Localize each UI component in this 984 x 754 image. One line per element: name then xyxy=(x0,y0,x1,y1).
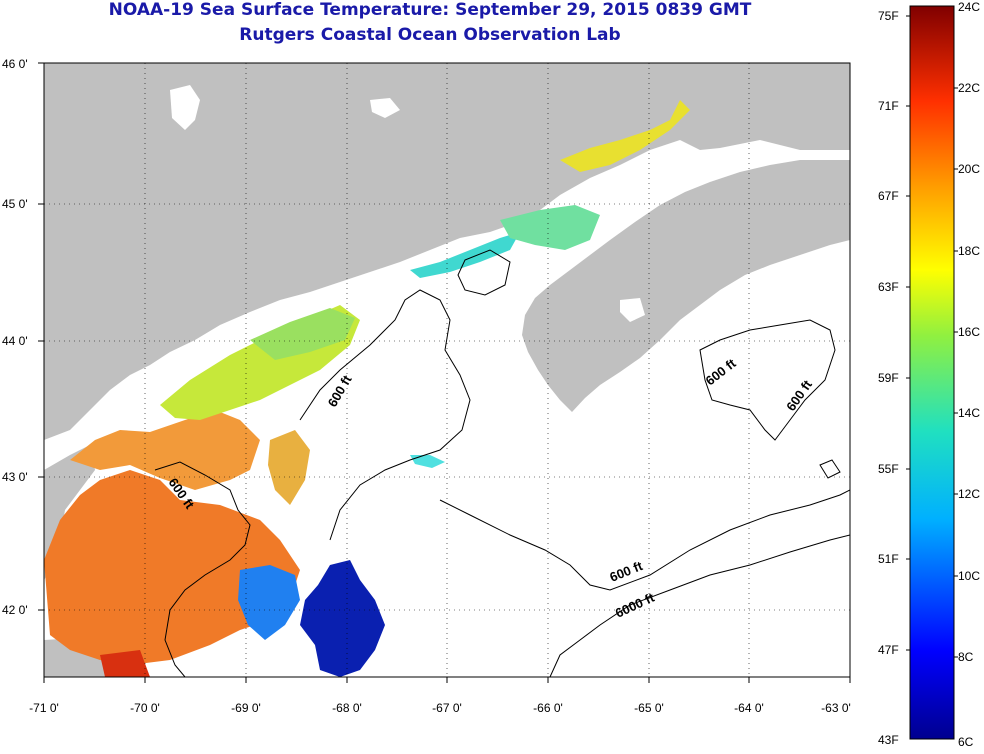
sst-mid-patch xyxy=(268,430,310,505)
lake xyxy=(620,298,645,322)
colorbar-c-label: 22C xyxy=(958,81,981,95)
sst-green-bay xyxy=(500,205,600,250)
colorbar-c-label: 18C xyxy=(958,244,981,258)
sst-blue-patch xyxy=(238,565,300,640)
lon-tick: -65 0' xyxy=(634,701,664,715)
colorbar-c-label: 24C xyxy=(958,0,981,14)
lat-tick: 45 0' xyxy=(2,197,28,211)
colorbar-f-label: 71F xyxy=(878,99,899,113)
colorbar-f-label: 67F xyxy=(878,189,899,203)
lon-tick: -71 0' xyxy=(29,701,59,715)
colorbar-c-label: 14C xyxy=(958,406,981,420)
lon-tick: -63 0' xyxy=(821,701,851,715)
lat-tick: 42 0' xyxy=(2,603,28,617)
lon-tick: -66 0' xyxy=(533,701,563,715)
colorbar-f-label: 43F xyxy=(878,733,899,747)
sst-warm-patch xyxy=(44,470,300,665)
colorbar-ticks xyxy=(906,15,958,658)
map-subtitle: Rutgers Coastal Ocean Observation Lab xyxy=(239,25,621,45)
colorbar xyxy=(909,5,955,740)
colorbar-f-label: 55F xyxy=(878,462,899,476)
sst-red-patch xyxy=(100,650,150,677)
sst-cyan-small xyxy=(410,455,445,468)
colorbar-f-label: 63F xyxy=(878,280,899,294)
land-mainland xyxy=(44,63,850,440)
colorbar-c-label: 20C xyxy=(958,162,981,176)
sst-warm-patch-2 xyxy=(70,410,260,490)
lat-tick: 46 0' xyxy=(2,57,28,71)
colorbar-f-label: 59F xyxy=(878,371,899,385)
colorbar-f-label: 75F xyxy=(878,9,899,23)
border-ticks xyxy=(38,62,851,683)
colorbar-f-label: 51F xyxy=(878,552,899,566)
colorbar-f-label: 47F xyxy=(878,643,899,657)
lon-tick: -68 0' xyxy=(332,701,362,715)
lake xyxy=(170,85,200,130)
lon-tick: -64 0' xyxy=(734,701,764,715)
lon-tick: -69 0' xyxy=(231,701,261,715)
colorbar-c-label: 10C xyxy=(958,569,981,583)
map-title: NOAA-19 Sea Surface Temperature: Septemb… xyxy=(108,0,752,20)
sst-yellow-bay xyxy=(560,100,690,172)
colorbar-c-label: 8C xyxy=(958,650,974,664)
lat-tick: 43 0' xyxy=(2,470,28,484)
sst-cyan-patch xyxy=(410,232,520,278)
colorbar-c-label: 6C xyxy=(958,735,974,749)
lake xyxy=(370,98,400,118)
lon-tick: -67 0' xyxy=(432,701,462,715)
sst-green-patch xyxy=(250,308,355,360)
sst-cold-patch xyxy=(300,560,385,677)
colorbar-c-label: 16C xyxy=(958,325,981,339)
land-nova-scotia xyxy=(522,160,850,412)
lon-tick: -70 0' xyxy=(130,701,160,715)
lat-tick: 44 0' xyxy=(2,334,28,348)
depth-contours xyxy=(154,249,850,677)
colorbar-c-label: 12C xyxy=(958,487,981,501)
